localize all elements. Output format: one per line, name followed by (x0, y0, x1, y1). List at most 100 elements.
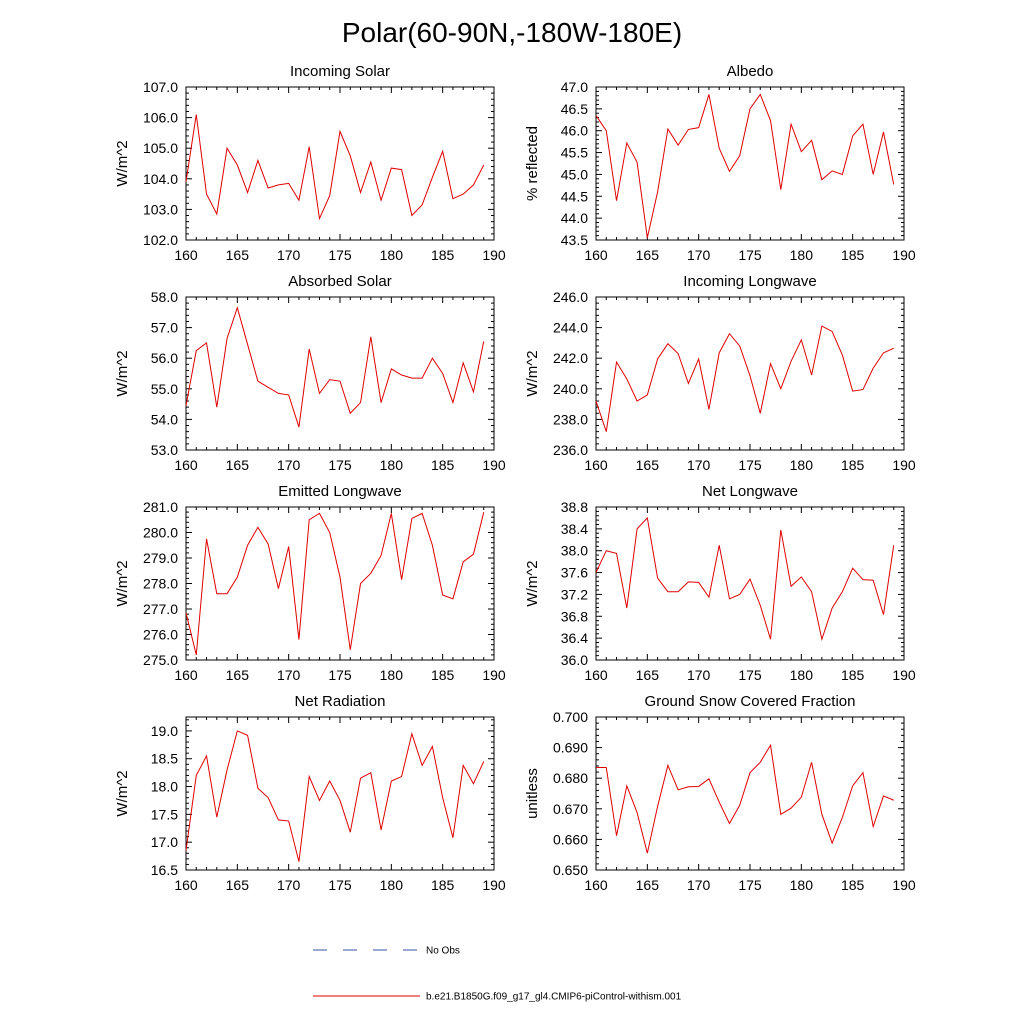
x-tick-label: 170 (687, 247, 711, 263)
y-tick-label: 36.0 (561, 652, 588, 668)
x-tick-label: 175 (738, 457, 762, 473)
x-tick-label: 190 (892, 667, 916, 683)
x-tick-label: 190 (892, 457, 916, 473)
y-tick-label: 236.0 (553, 442, 588, 458)
x-tick-label: 165 (226, 877, 250, 893)
plot-frame (185, 86, 495, 241)
legend-item-model: b.e21.B1850G.f09_g17_gl4.CMIP6-piControl… (313, 992, 682, 1003)
y-axis-label: W/m^2 (114, 140, 131, 186)
x-tick-label: 165 (636, 877, 660, 893)
x-tick-label: 175 (328, 457, 352, 473)
series-line-emitted-longwave (185, 511, 485, 656)
x-tick-label: 170 (277, 457, 301, 473)
y-tick-label: 246.0 (553, 289, 588, 305)
y-tick-label: 103.0 (143, 201, 178, 217)
panel-title: Absorbed Solar (288, 273, 391, 290)
x-tick-label: 180 (790, 247, 814, 263)
y-axis-label: W/m^2 (114, 560, 131, 606)
y-tick-label: 44.0 (561, 210, 588, 226)
y-tick-label: 36.8 (561, 608, 588, 624)
x-tick-label: 185 (841, 877, 865, 893)
y-tick-label: 17.5 (151, 806, 178, 822)
panels: Incoming Solar W/m^2 160 165 170 175 180 185 190… (114, 63, 916, 893)
series-line-ground-snow-covered-fraction (596, 743, 894, 854)
x-tick-label: 160 (584, 457, 608, 473)
series-line-net-longwave (595, 516, 895, 642)
y-tick-label: 0.650 (553, 862, 588, 878)
y-tick-label: 46.0 (561, 123, 588, 139)
x-tick-label: 160 (174, 457, 198, 473)
y-tick-label: 281.0 (143, 499, 178, 515)
y-tick-label: 38.0 (561, 543, 588, 559)
x-tick-label: 185 (431, 667, 455, 683)
x-tick-label: 185 (841, 457, 865, 473)
legend-item-no-obs: No Obs (313, 946, 460, 957)
y-tick-label: 36.4 (561, 630, 588, 646)
x-tick-label: 165 (636, 247, 660, 263)
y-tick-label: 0.700 (553, 709, 588, 725)
y-axis-label: W/m^2 (114, 770, 131, 816)
panel-ground-snow-covered-fraction: Ground Snow Covered Fraction unitless 160 1… (524, 693, 916, 893)
y-tick-label: 38.4 (561, 521, 588, 537)
y-tick-label: 0.690 (553, 740, 588, 756)
panel-net-radiation: Net Radiation W/m^2 160 165 170 175 180 185 190 1… (114, 693, 506, 893)
y-axis-label: W/m^2 (524, 560, 541, 606)
y-tick-label: 43.5 (561, 232, 588, 248)
plot-frame (595, 506, 905, 661)
y-axis-label: W/m^2 (114, 350, 131, 396)
x-tick-label: 160 (174, 667, 198, 683)
x-tick-label: 160 (174, 247, 198, 263)
x-tick-label: 170 (687, 457, 711, 473)
y-tick-label: 244.0 (553, 320, 588, 336)
plot-frame (185, 716, 495, 871)
plot-frame (595, 716, 905, 871)
x-tick-label: 190 (482, 667, 506, 683)
panel-albedo: Albedo % reflected 160 165 170 175 180 185 190 43… (524, 63, 916, 263)
x-tick-label: 170 (277, 877, 301, 893)
y-tick-label: 279.0 (143, 550, 178, 566)
y-tick-label: 45.5 (561, 145, 588, 161)
y-tick-label: 277.0 (143, 601, 178, 617)
x-tick-label: 190 (892, 877, 916, 893)
x-tick-label: 180 (790, 457, 814, 473)
x-tick-label: 190 (482, 247, 506, 263)
panel-absorbed-solar: Absorbed Solar W/m^2 160 165 170 175 180 185 190… (114, 273, 506, 473)
y-tick-label: 57.0 (151, 320, 178, 336)
x-tick-label: 170 (277, 667, 301, 683)
y-tick-label: 18.5 (151, 751, 178, 767)
y-tick-label: 275.0 (143, 652, 178, 668)
y-tick-label: 107.0 (143, 79, 178, 95)
panel-title: Emitted Longwave (278, 483, 401, 500)
x-tick-label: 190 (482, 457, 506, 473)
y-tick-label: 54.0 (151, 411, 178, 427)
x-tick-label: 180 (790, 667, 814, 683)
x-tick-label: 170 (687, 667, 711, 683)
x-tick-label: 185 (841, 667, 865, 683)
panel-incoming-longwave: Incoming Longwave W/m^2 160 165 170 175 180 185… (524, 273, 916, 473)
y-tick-label: 46.5 (561, 101, 588, 117)
x-tick-label: 185 (841, 247, 865, 263)
plot-frame (185, 296, 495, 451)
y-tick-label: 16.5 (151, 862, 178, 878)
x-tick-label: 175 (738, 877, 762, 893)
x-tick-label: 175 (328, 667, 352, 683)
x-tick-label: 160 (584, 877, 608, 893)
panel-title: Net Radiation (295, 693, 386, 710)
x-tick-label: 180 (380, 877, 404, 893)
y-tick-label: 55.0 (151, 381, 178, 397)
panel-title: Incoming Solar (290, 63, 390, 80)
y-axis-label: % reflected (524, 126, 541, 201)
x-tick-label: 175 (738, 667, 762, 683)
y-tick-label: 105.0 (143, 140, 178, 156)
x-tick-label: 190 (892, 247, 916, 263)
x-tick-label: 170 (277, 247, 301, 263)
x-tick-label: 165 (226, 667, 250, 683)
x-tick-label: 175 (328, 247, 352, 263)
x-tick-label: 175 (328, 877, 352, 893)
legend-label-model: b.e21.B1850G.f09_g17_gl4.CMIP6-piControl… (426, 992, 682, 1003)
y-tick-label: 18.0 (151, 779, 178, 795)
y-tick-label: 0.680 (553, 770, 588, 786)
y-tick-label: 53.0 (151, 442, 178, 458)
panel-title: Albedo (727, 63, 774, 80)
y-tick-label: 19.0 (151, 723, 178, 739)
